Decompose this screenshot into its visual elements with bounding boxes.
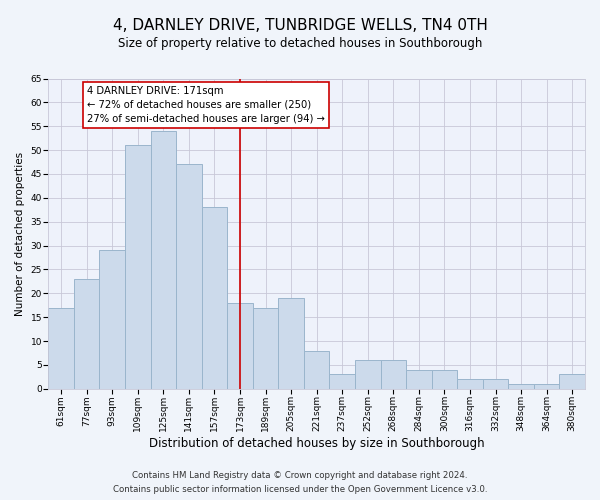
Bar [74, 279, 100, 389]
Bar [380, 360, 406, 389]
Bar [483, 380, 508, 389]
Bar [457, 380, 483, 389]
Bar [125, 146, 151, 389]
Bar [355, 360, 380, 389]
Bar [278, 298, 304, 389]
Bar [253, 308, 278, 389]
Text: 4, DARNLEY DRIVE, TUNBRIDGE WELLS, TN4 0TH: 4, DARNLEY DRIVE, TUNBRIDGE WELLS, TN4 0… [113, 18, 487, 32]
Bar [534, 384, 559, 389]
Bar [49, 308, 74, 389]
Bar [176, 164, 202, 389]
Text: 4 DARNLEY DRIVE: 171sqm
← 72% of detached houses are smaller (250)
27% of semi-d: 4 DARNLEY DRIVE: 171sqm ← 72% of detache… [86, 86, 325, 124]
Bar [151, 131, 176, 389]
Bar [329, 374, 355, 389]
Bar [406, 370, 431, 389]
Bar [508, 384, 534, 389]
Bar [431, 370, 457, 389]
X-axis label: Distribution of detached houses by size in Southborough: Distribution of detached houses by size … [149, 437, 484, 450]
Text: Contains HM Land Registry data © Crown copyright and database right 2024.: Contains HM Land Registry data © Crown c… [132, 472, 468, 480]
Text: Contains public sector information licensed under the Open Government Licence v3: Contains public sector information licen… [113, 484, 487, 494]
Y-axis label: Number of detached properties: Number of detached properties [15, 152, 25, 316]
Bar [304, 350, 329, 389]
Bar [227, 303, 253, 389]
Bar [100, 250, 125, 389]
Bar [202, 208, 227, 389]
Text: Size of property relative to detached houses in Southborough: Size of property relative to detached ho… [118, 38, 482, 51]
Bar [559, 374, 585, 389]
